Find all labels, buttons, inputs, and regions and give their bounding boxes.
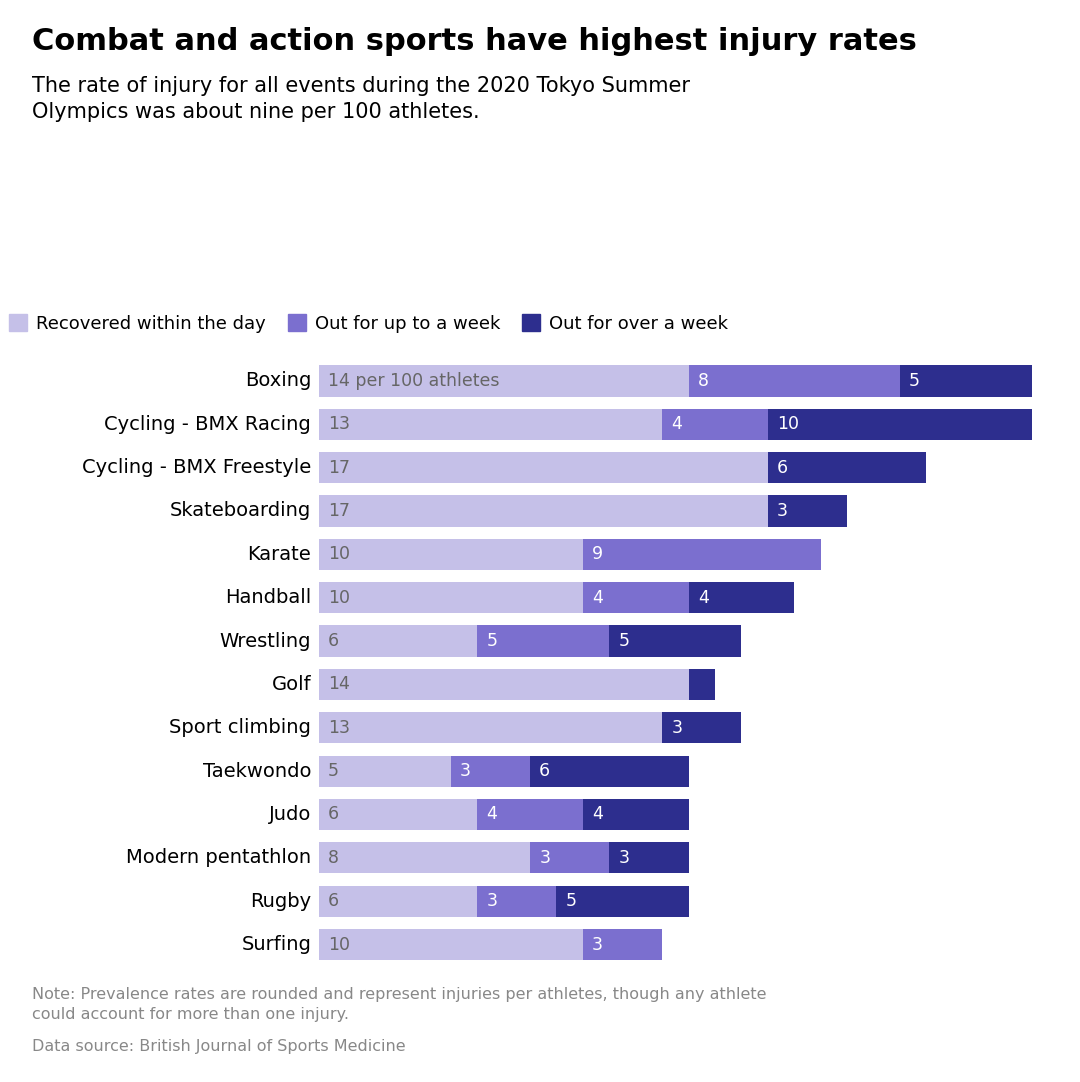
Text: 6: 6 xyxy=(539,762,551,780)
Bar xyxy=(583,582,689,613)
Text: 6: 6 xyxy=(328,632,339,650)
Bar xyxy=(583,929,662,960)
Bar xyxy=(319,669,689,700)
Bar xyxy=(319,409,662,440)
Bar xyxy=(477,625,609,657)
Bar xyxy=(530,755,689,787)
Text: 10: 10 xyxy=(328,936,350,953)
Text: 3: 3 xyxy=(619,849,630,867)
Text: 9: 9 xyxy=(592,545,604,564)
Text: 17: 17 xyxy=(328,459,350,476)
Legend: Recovered within the day, Out for up to a week, Out for over a week: Recovered within the day, Out for up to … xyxy=(9,314,728,333)
Text: 5: 5 xyxy=(486,632,498,650)
Text: Data source: British Journal of Sports Medicine: Data source: British Journal of Sports M… xyxy=(32,1039,406,1054)
Text: Surfing: Surfing xyxy=(241,935,311,954)
Text: Cycling - BMX Racing: Cycling - BMX Racing xyxy=(105,414,311,434)
Text: Combat and action sports have highest injury rates: Combat and action sports have highest in… xyxy=(32,27,917,56)
Text: Note: Prevalence rates are rounded and represent injuries per athletes, though a: Note: Prevalence rates are rounded and r… xyxy=(32,987,767,1021)
Text: Handball: Handball xyxy=(225,589,311,607)
Bar xyxy=(609,842,689,873)
Bar xyxy=(900,366,1032,396)
Bar xyxy=(319,582,583,613)
Text: 3: 3 xyxy=(539,849,550,867)
Bar xyxy=(319,625,477,657)
Text: 13: 13 xyxy=(328,415,350,433)
Text: 10: 10 xyxy=(328,545,350,564)
Bar xyxy=(450,755,530,787)
Text: Golf: Golf xyxy=(271,675,311,694)
Text: 3: 3 xyxy=(460,762,471,780)
Text: 17: 17 xyxy=(328,502,350,520)
Text: 3: 3 xyxy=(672,718,683,737)
Text: 6: 6 xyxy=(328,893,339,910)
Text: 3: 3 xyxy=(592,936,603,953)
Text: 10: 10 xyxy=(328,589,350,607)
Text: Boxing: Boxing xyxy=(245,371,311,391)
Bar xyxy=(319,496,768,527)
Text: 6: 6 xyxy=(777,459,788,476)
Bar xyxy=(319,712,662,743)
Bar xyxy=(768,496,847,527)
Text: 5: 5 xyxy=(619,632,630,650)
Text: The rate of injury for all events during the 2020 Tokyo Summer
Olympics was abou: The rate of injury for all events during… xyxy=(32,76,690,122)
Bar xyxy=(768,409,1032,440)
Text: 14 per 100 athletes: 14 per 100 athletes xyxy=(328,372,499,390)
Text: 14: 14 xyxy=(328,675,350,694)
Text: 4: 4 xyxy=(486,805,497,823)
Text: 5: 5 xyxy=(328,762,339,780)
Bar xyxy=(689,582,794,613)
Bar xyxy=(319,842,530,873)
Bar xyxy=(477,799,583,830)
Text: 10: 10 xyxy=(777,415,799,433)
Bar xyxy=(477,885,556,916)
Bar xyxy=(319,885,477,916)
Text: Modern pentathlon: Modern pentathlon xyxy=(126,848,311,868)
Text: Cycling - BMX Freestyle: Cycling - BMX Freestyle xyxy=(82,458,311,477)
Bar xyxy=(689,366,900,396)
Bar xyxy=(530,842,609,873)
Text: 5: 5 xyxy=(909,372,920,390)
Bar xyxy=(583,799,689,830)
Text: 13: 13 xyxy=(328,718,350,737)
Text: 8: 8 xyxy=(698,372,708,390)
Bar xyxy=(662,409,768,440)
Text: Rugby: Rugby xyxy=(251,892,311,911)
Bar xyxy=(319,755,450,787)
Bar xyxy=(768,452,927,484)
Text: 5: 5 xyxy=(566,893,577,910)
Bar xyxy=(689,669,715,700)
Text: 4: 4 xyxy=(698,589,708,607)
Text: 6: 6 xyxy=(328,805,339,823)
Bar xyxy=(609,625,741,657)
Text: Karate: Karate xyxy=(247,545,311,564)
Bar xyxy=(319,452,768,484)
Bar xyxy=(319,366,689,396)
Text: 4: 4 xyxy=(592,589,603,607)
Bar xyxy=(583,539,821,570)
Text: 8: 8 xyxy=(328,849,339,867)
Text: 3: 3 xyxy=(486,893,498,910)
Text: Wrestling: Wrestling xyxy=(219,632,311,650)
Text: 4: 4 xyxy=(592,805,603,823)
Bar xyxy=(662,712,741,743)
Bar xyxy=(556,885,689,916)
Text: Judo: Judo xyxy=(269,805,311,824)
Text: Taekwondo: Taekwondo xyxy=(203,762,311,780)
Bar xyxy=(319,929,583,960)
Text: 4: 4 xyxy=(672,415,683,433)
Text: 3: 3 xyxy=(777,502,788,520)
Text: Skateboarding: Skateboarding xyxy=(170,501,311,520)
Bar xyxy=(319,539,583,570)
Text: Sport climbing: Sport climbing xyxy=(170,718,311,737)
Bar xyxy=(319,799,477,830)
